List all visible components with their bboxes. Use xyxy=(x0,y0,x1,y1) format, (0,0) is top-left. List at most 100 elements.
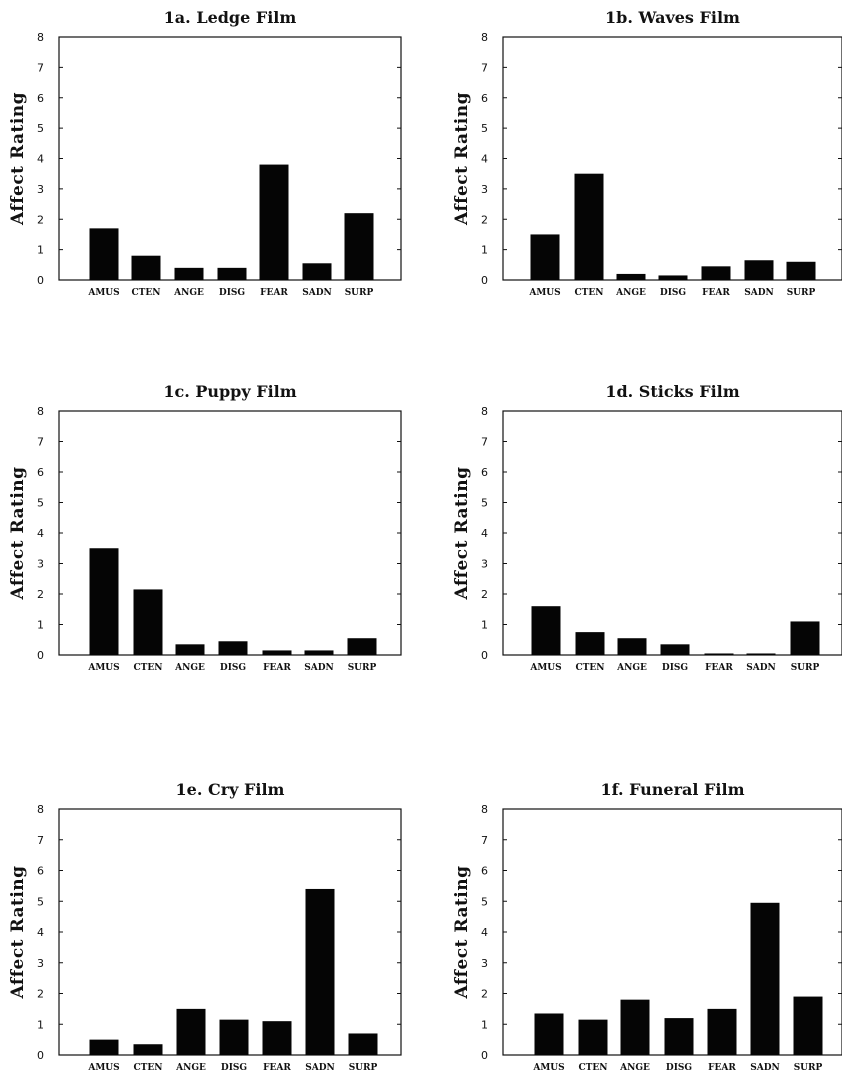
y-tick-label: 1 xyxy=(37,244,44,257)
y-tick-label: 2 xyxy=(37,588,44,601)
y-tick-label: 6 xyxy=(481,466,488,479)
y-tick-label: 8 xyxy=(37,405,44,418)
y-axis-label: Affect Rating xyxy=(452,92,472,226)
y-tick-label: 2 xyxy=(37,213,44,226)
y-tick-label: 1 xyxy=(481,619,488,632)
y-tick-label: 6 xyxy=(37,466,44,479)
y-tick-label: 0 xyxy=(481,649,488,662)
chart-title: 1c. Puppy Film xyxy=(163,382,296,401)
x-tick-label: DISG xyxy=(662,663,688,673)
bar-ange xyxy=(616,273,646,280)
bar-ange xyxy=(176,1008,206,1055)
bar-ange xyxy=(174,267,204,280)
y-tick-label: 3 xyxy=(481,558,488,571)
bar-amus xyxy=(530,234,560,280)
x-tick-label: FEAR xyxy=(708,1063,736,1073)
bar-cten xyxy=(578,1019,608,1055)
y-axis-label: Affect Rating xyxy=(452,865,472,999)
y-tick-label: 6 xyxy=(37,865,44,878)
x-tick-label: FEAR xyxy=(260,288,288,298)
chart-title: 1f. Funeral Film xyxy=(601,780,745,799)
bar-sadn xyxy=(750,902,780,1055)
y-tick-label: 2 xyxy=(481,588,488,601)
x-tick-label: FEAR xyxy=(702,288,730,298)
x-tick-label: FEAR xyxy=(705,663,733,673)
chart-title: 1b. Waves Film xyxy=(605,8,740,27)
x-tick-label: SADN xyxy=(750,1063,780,1073)
y-tick-label: 5 xyxy=(37,497,44,510)
bar-cten xyxy=(574,173,604,280)
y-tick-label: 5 xyxy=(481,497,488,510)
bar-disg xyxy=(660,644,690,655)
y-tick-label: 0 xyxy=(37,1049,44,1062)
y-axis-label: Affect Rating xyxy=(452,466,472,600)
x-tick-label: AMUS xyxy=(528,288,560,298)
bar-amus xyxy=(89,1039,119,1055)
bar-disg xyxy=(217,267,247,280)
y-tick-label: 1 xyxy=(481,1018,488,1031)
chart-panel-5: 1e. Cry Film Affect Rating 0 1 2 3 4 5 6 7 8 AMUS CT… xyxy=(8,780,402,1073)
y-axis-label: Affect Rating xyxy=(8,92,28,226)
bar-sadn xyxy=(304,650,334,655)
y-tick-label: 5 xyxy=(37,895,44,908)
bar-fear xyxy=(704,653,734,655)
x-tick-label: CTEN xyxy=(579,1063,608,1073)
bar-cten xyxy=(133,1044,163,1055)
y-tick-label: 6 xyxy=(37,92,44,105)
x-tick-label: SURP xyxy=(787,288,816,298)
bar-fear xyxy=(701,266,731,280)
y-tick-label: 0 xyxy=(37,649,44,662)
bar-surp xyxy=(347,638,377,655)
bar-surp xyxy=(786,261,816,280)
x-tick-label: AMUS xyxy=(87,663,119,673)
bar-amus xyxy=(89,228,119,280)
bar-surp xyxy=(348,1033,378,1055)
x-tick-label: SURP xyxy=(349,1063,378,1073)
x-tick-label: DISG xyxy=(221,1063,247,1073)
chart-title: 1a. Ledge Film xyxy=(164,8,297,27)
x-tick-label: ANGE xyxy=(615,288,646,298)
x-tick-label: CTEN xyxy=(134,663,163,673)
x-tick-label: SADN xyxy=(302,288,332,298)
bar-cten xyxy=(131,255,161,280)
bar-surp xyxy=(790,621,820,655)
y-tick-label: 6 xyxy=(481,92,488,105)
x-tick-label: DISG xyxy=(220,663,246,673)
y-tick-label: 2 xyxy=(37,988,44,1001)
bar-sadn xyxy=(746,653,776,655)
y-tick-label: 4 xyxy=(37,153,44,166)
y-tick-label: 0 xyxy=(481,274,488,287)
bar-ange xyxy=(617,638,647,655)
x-tick-label: SURP xyxy=(345,288,374,298)
y-tick-label: 8 xyxy=(481,803,488,816)
chart-panel-4: 1d. Sticks Film Affect Rating 0 1 2 3 4 5 6 7 8 AMU… xyxy=(452,382,842,673)
x-tick-label: AMUS xyxy=(529,663,561,673)
bar-surp xyxy=(344,213,374,280)
x-tick-label: SADN xyxy=(304,663,334,673)
y-tick-label: 7 xyxy=(481,61,488,74)
y-tick-label: 8 xyxy=(37,31,44,44)
x-tick-label: SURP xyxy=(791,663,820,673)
bar-fear xyxy=(262,1021,292,1055)
plot-frame xyxy=(58,808,402,1056)
y-tick-label: 7 xyxy=(481,834,488,847)
bar-amus xyxy=(534,1013,564,1055)
x-tick-label: CTEN xyxy=(576,663,605,673)
y-tick-label: 1 xyxy=(481,244,488,257)
chart-panel-6: 1f. Funeral Film Affect Rating 0 1 2 3 4 5 6 7 8 AM… xyxy=(452,780,842,1073)
x-tick-label: SADN xyxy=(744,288,774,298)
bar-disg xyxy=(219,1019,249,1055)
y-tick-label: 2 xyxy=(481,213,488,226)
bar-disg xyxy=(664,1018,694,1055)
x-tick-label: AMUS xyxy=(87,1063,119,1073)
y-tick-label: 7 xyxy=(481,436,488,449)
y-tick-label: 1 xyxy=(37,619,44,632)
x-tick-label: SADN xyxy=(746,663,776,673)
y-tick-label: 3 xyxy=(37,957,44,970)
y-tick-label: 5 xyxy=(481,122,488,135)
y-tick-label: 4 xyxy=(481,527,488,540)
chart-panel-2: 1b. Waves Film Affect Rating 0 1 2 3 4 5 6 7 8 AMUS… xyxy=(452,8,842,298)
y-axis-label: Affect Rating xyxy=(8,466,28,600)
bar-amus xyxy=(89,548,119,655)
